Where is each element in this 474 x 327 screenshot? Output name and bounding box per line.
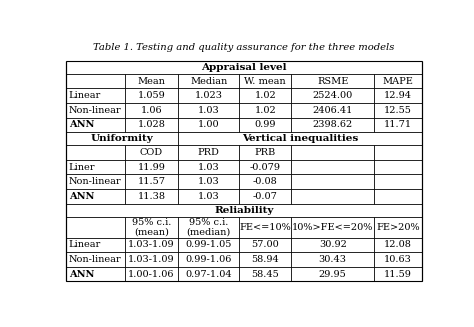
Text: 57.00: 57.00 [251,240,279,250]
Text: 2406.41: 2406.41 [312,106,353,115]
Text: 11.57: 11.57 [137,177,165,186]
Text: Non-linear: Non-linear [69,255,121,264]
Text: 1.059: 1.059 [137,91,165,100]
Text: 12.08: 12.08 [384,240,412,250]
Text: 58.45: 58.45 [251,270,279,279]
Text: PRD: PRD [198,148,220,157]
Text: 1.028: 1.028 [137,120,165,129]
Text: -0.08: -0.08 [253,177,278,186]
Text: 12.55: 12.55 [384,106,412,115]
Text: 1.03: 1.03 [198,106,219,115]
Text: 10%>FE<=20%: 10%>FE<=20% [292,223,374,232]
Text: RSME: RSME [317,77,348,86]
Text: 1.03: 1.03 [198,177,219,186]
Text: ANN: ANN [69,270,94,279]
Text: Uniformity: Uniformity [91,134,154,143]
Text: Linear: Linear [69,240,101,250]
Text: 11.99: 11.99 [137,163,165,172]
Text: Linear: Linear [69,91,101,100]
Text: 0.99: 0.99 [255,120,276,129]
Text: 0.99-1.05: 0.99-1.05 [186,240,232,250]
Text: 95% c.i.
(median): 95% c.i. (median) [187,217,231,237]
Text: 1.02: 1.02 [255,106,276,115]
Text: Median: Median [190,77,228,86]
Text: Appraisal level: Appraisal level [201,63,287,72]
Text: Non-linear: Non-linear [69,177,121,186]
Text: Liner: Liner [69,163,95,172]
Text: 1.023: 1.023 [195,91,223,100]
Text: 1.03: 1.03 [198,163,219,172]
Text: 29.95: 29.95 [319,270,346,279]
Text: 12.94: 12.94 [384,91,412,100]
Text: Vertical inequalities: Vertical inequalities [242,134,358,143]
Text: 30.43: 30.43 [319,255,346,264]
Text: 1.00: 1.00 [198,120,219,129]
Text: FE>20%: FE>20% [376,223,420,232]
Text: 2398.62: 2398.62 [313,120,353,129]
Text: 10.63: 10.63 [384,255,412,264]
Text: 11.71: 11.71 [384,120,412,129]
Text: 1.02: 1.02 [255,91,276,100]
Text: 11.59: 11.59 [384,270,412,279]
Text: 58.94: 58.94 [251,255,279,264]
Text: 0.99-1.06: 0.99-1.06 [186,255,232,264]
Text: COD: COD [140,148,163,157]
Text: MAPE: MAPE [383,77,413,86]
Text: 2524.00: 2524.00 [313,91,353,100]
Text: 1.03-1.09: 1.03-1.09 [128,255,175,264]
Text: -0.07: -0.07 [253,192,278,201]
Text: 11.38: 11.38 [137,192,165,201]
Text: W. mean: W. mean [245,77,286,86]
Text: Table 1. Testing and quality assurance for the three models: Table 1. Testing and quality assurance f… [93,43,395,52]
Text: Non-linear: Non-linear [69,106,121,115]
Text: 1.03: 1.03 [198,192,219,201]
Text: 1.00-1.06: 1.00-1.06 [128,270,175,279]
Text: 95% c.i.
(mean): 95% c.i. (mean) [132,217,171,237]
Text: PRB: PRB [255,148,276,157]
Text: ANN: ANN [69,192,94,201]
Text: -0.079: -0.079 [250,163,281,172]
Text: 0.97-1.04: 0.97-1.04 [185,270,232,279]
Text: Mean: Mean [137,77,165,86]
Text: 30.92: 30.92 [319,240,346,250]
Text: 1.03-1.09: 1.03-1.09 [128,240,175,250]
Text: 1.06: 1.06 [141,106,163,115]
Text: ANN: ANN [69,120,94,129]
Text: Reliability: Reliability [214,206,273,215]
Text: FE<=10%: FE<=10% [239,223,291,232]
